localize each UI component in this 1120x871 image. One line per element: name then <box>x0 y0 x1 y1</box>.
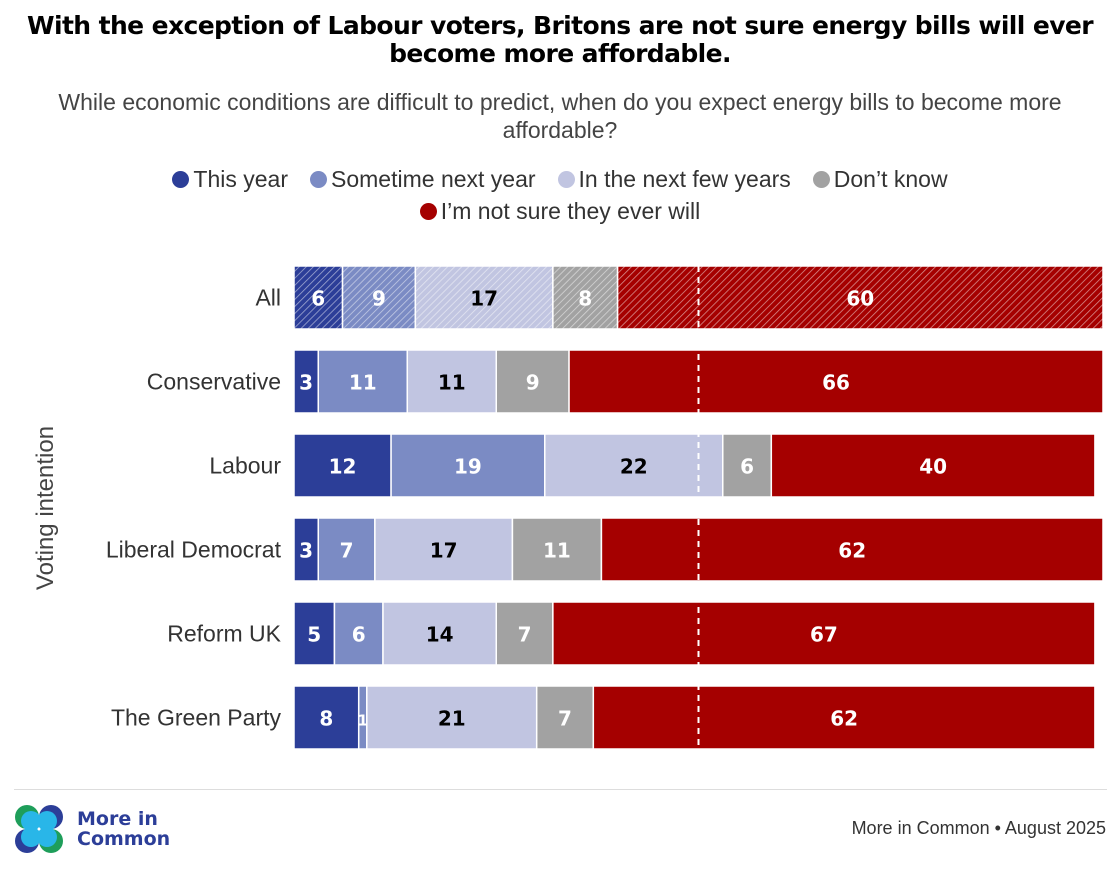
category-label: Liberal Democrat <box>106 537 282 563</box>
bar-segment <box>414 265 554 330</box>
data-label: 11 <box>349 371 377 395</box>
data-label: 67 <box>810 623 838 647</box>
bar-segment <box>616 265 1104 330</box>
legend-swatch <box>812 170 830 188</box>
chart-subtitle: While economic conditions are difficult … <box>58 89 1062 143</box>
legend-item-dont-know: Don’t know <box>812 163 948 195</box>
bar-segment <box>568 349 1104 414</box>
legend-item-next-few-years: In the next few years <box>557 163 791 195</box>
bar-segment <box>511 517 603 582</box>
bar-segment <box>770 433 1096 498</box>
legend-label: This year <box>193 166 289 192</box>
category-label: Labour <box>209 453 281 479</box>
data-label: 60 <box>846 287 874 311</box>
data-label: 9 <box>372 287 386 311</box>
bar-segment <box>341 265 417 330</box>
bar-segment <box>333 601 384 666</box>
data-label: 9 <box>526 371 540 395</box>
data-label: 19 <box>454 455 482 479</box>
data-label: 12 <box>329 455 357 479</box>
bar-segment <box>592 685 1096 750</box>
legend-label: I’m not sure they ever will <box>440 198 701 224</box>
category-label: All <box>255 285 281 311</box>
bar-segment <box>293 265 344 330</box>
data-label: 7 <box>340 539 354 563</box>
legend-label: Sometime next year <box>331 166 536 192</box>
category-label: Reform UK <box>167 621 281 647</box>
data-label: 14 <box>426 623 454 647</box>
bar-segment <box>293 517 320 582</box>
bar-segment <box>390 433 546 498</box>
data-label: 11 <box>543 539 571 563</box>
bar-segment <box>293 601 336 666</box>
legend-item-never: I’m not sure they ever will <box>419 195 701 227</box>
data-label: 11 <box>438 371 466 395</box>
bar-segment <box>544 433 724 498</box>
legend-swatch <box>310 170 328 188</box>
data-label: 6 <box>740 455 754 479</box>
data-label: 8 <box>578 287 592 311</box>
bar-segment <box>317 349 409 414</box>
legend-swatch <box>172 170 190 188</box>
data-label: 7 <box>518 623 532 647</box>
data-label: 66 <box>822 371 850 395</box>
legend-item-next-year: Sometime next year <box>310 163 536 195</box>
data-label: 7 <box>558 707 572 731</box>
data-label: 17 <box>430 539 458 563</box>
data-label: 6 <box>311 287 325 311</box>
data-label: 6 <box>352 623 366 647</box>
category-label: Conservative <box>147 369 281 395</box>
footer-divider <box>14 789 1107 790</box>
bar-segment <box>366 685 538 750</box>
bar-segment <box>535 685 595 750</box>
bar-segment <box>495 349 570 414</box>
data-label: 1 <box>358 712 368 730</box>
legend-swatch <box>557 170 575 188</box>
legend-swatch <box>419 202 437 220</box>
legend-item-this-year: This year <box>172 163 288 195</box>
data-label: 3 <box>299 539 313 563</box>
chart-title: With the exception of Labour voters, Bri… <box>27 11 1094 68</box>
source-note: More in Common • August 2025 <box>851 818 1106 838</box>
bar-segment <box>722 433 773 498</box>
data-label: 8 <box>319 707 333 731</box>
bar-segment <box>293 349 320 414</box>
data-label: 62 <box>830 707 858 731</box>
data-label: 62 <box>838 539 866 563</box>
data-label: 21 <box>438 707 466 731</box>
data-label: 5 <box>307 623 321 647</box>
logo-text-line2: Common <box>77 828 171 850</box>
more-in-common-logo: More in Common <box>13 803 170 855</box>
data-label: 3 <box>299 371 313 395</box>
bar-segment <box>552 601 1096 666</box>
bar-segment <box>382 601 497 666</box>
logo-text-line1: More in <box>77 808 158 830</box>
data-label: 40 <box>919 455 947 479</box>
logo-icon <box>15 805 63 853</box>
bar-segment <box>600 517 1104 582</box>
legend-label: In the next few years <box>578 166 791 192</box>
data-label: 22 <box>620 455 648 479</box>
legend: This year Sometime next year In the next… <box>0 163 1120 227</box>
category-label: The Green Party <box>111 705 282 731</box>
legend-label: Don’t know <box>833 166 948 192</box>
bar-segment <box>317 517 376 582</box>
bar-segment <box>406 349 498 414</box>
data-label: 17 <box>470 287 498 311</box>
bar-segment <box>374 517 514 582</box>
